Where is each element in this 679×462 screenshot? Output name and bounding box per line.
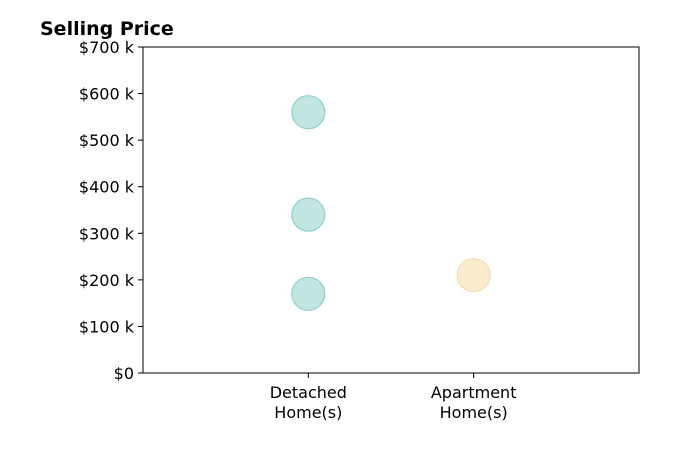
y-tick-label: $100 k	[79, 317, 135, 336]
y-tick-label: $500 k	[79, 131, 135, 150]
plot-frame	[142, 46, 640, 374]
x-tick-label: Apartment Home(s)	[431, 383, 517, 422]
x-tick-label: Detached Home(s)	[270, 383, 347, 422]
y-tick-label: $400 k	[79, 178, 135, 197]
point	[291, 95, 326, 130]
y-tick-label: $700 k	[79, 38, 135, 57]
point	[291, 276, 326, 311]
y-tick-label: $0	[114, 364, 134, 383]
point	[456, 258, 491, 293]
y-tick-label: $300 k	[79, 224, 135, 243]
point	[291, 197, 326, 232]
y-tick-label: $600 k	[79, 85, 135, 104]
chart-title: Selling Price	[40, 18, 174, 40]
y-tick-label: $200 k	[79, 271, 135, 290]
